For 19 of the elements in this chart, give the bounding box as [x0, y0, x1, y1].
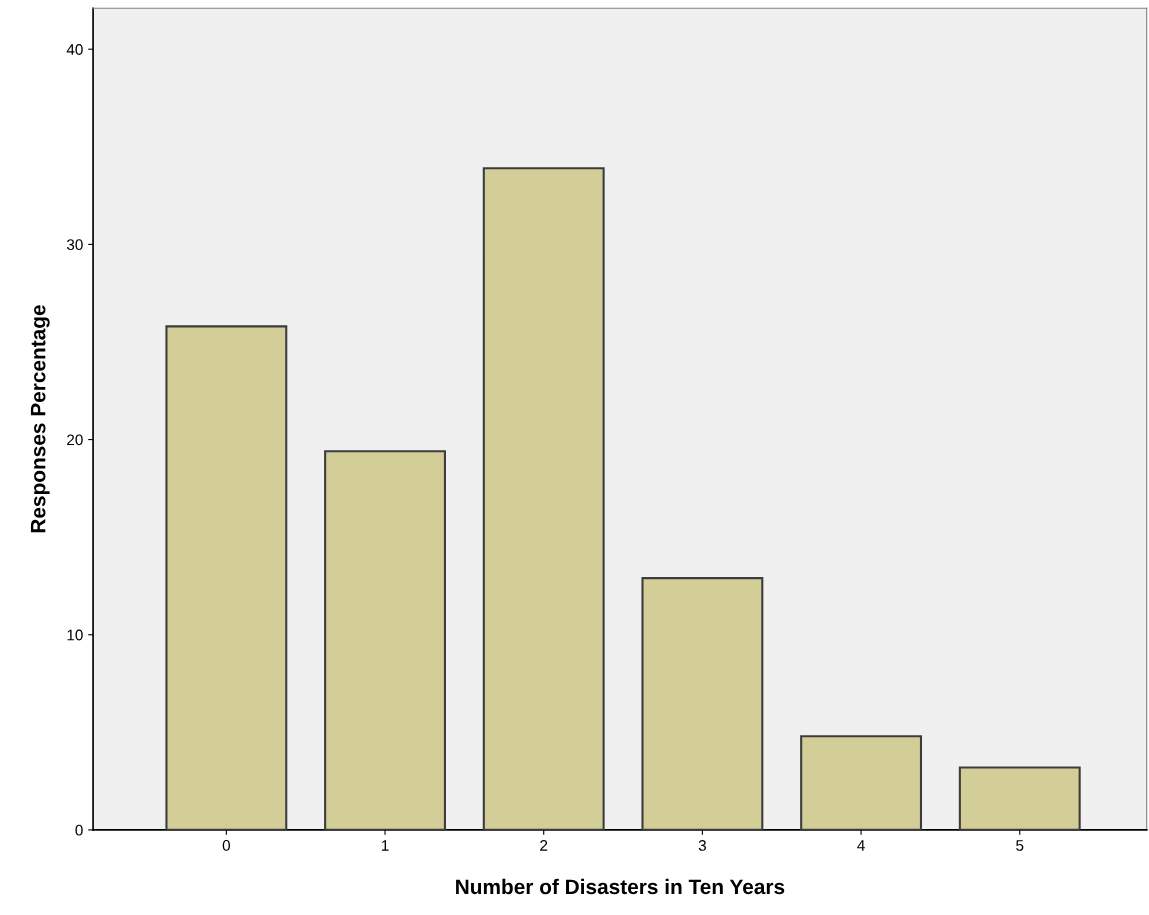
bar	[165, 325, 288, 830]
x-tick-label: 4	[857, 840, 865, 851]
x-tick-label: 3	[698, 840, 706, 851]
y-tick-label: 10	[67, 629, 83, 641]
y-tick-label: 0	[75, 824, 83, 836]
x-tick-label: 2	[540, 840, 548, 851]
y-axis-title: Responses Percentage	[30, 305, 50, 533]
bar	[800, 735, 923, 830]
bar	[958, 766, 1081, 830]
y-tick-label: 40	[66, 44, 83, 55]
y-tick-label: 30	[66, 239, 83, 251]
x-tick-label: 1	[381, 840, 389, 851]
x-axis-title: Number of Disasters in Ten Years	[456, 878, 785, 895]
bar	[641, 577, 764, 830]
x-tick-label: 0	[222, 840, 231, 851]
bar	[324, 450, 446, 830]
y-tick-label: 20	[67, 434, 83, 446]
x-tick-label: 5	[1016, 840, 1024, 851]
bar	[482, 167, 605, 830]
